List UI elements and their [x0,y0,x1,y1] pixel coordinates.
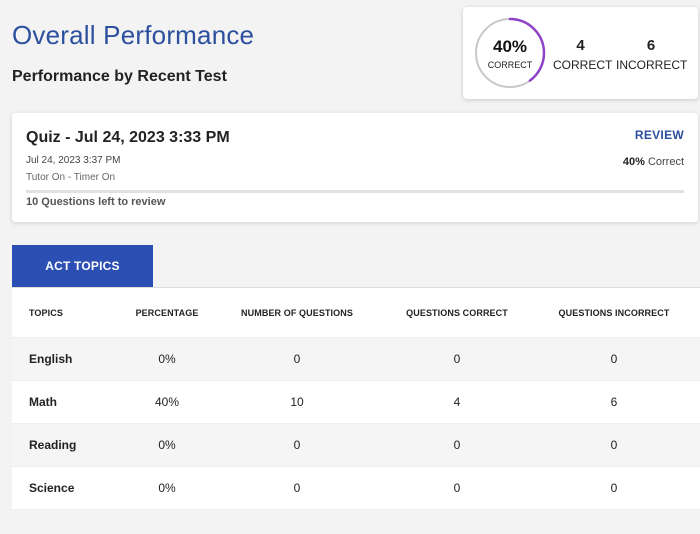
quiz-title: Quiz - Jul 24, 2023 3:33 PM [26,129,230,146]
topic-question-count: 10 [290,395,304,409]
score-ring-graphic [474,17,546,89]
topic-incorrect-count: 0 [610,481,618,495]
score-percent: 40% [492,37,528,56]
page-title: Overall Performance [12,20,255,50]
topic-correct-count: 0 [453,481,461,495]
topic-correct-count: 4 [453,395,461,409]
topics-table: TOPICS PERCENTAGE NUMBER OF QUESTIONS QU… [12,287,700,510]
quiz-date: Jul 24, 2023 3:37 PM [26,155,121,166]
table-row: Reading 0% 0 0 0 [12,424,700,467]
correct-label: CORRECT [553,58,613,72]
topic-percentage: 0% [158,352,176,366]
correct-count: 4 [576,37,585,54]
incorrect-label: INCORRECT [616,58,688,72]
score-ring: 40% CORRECT [473,16,547,90]
table-row: Science 0% 0 0 0 [12,467,700,510]
topic-percentage: 40% [154,395,180,409]
quiz-correct-summary: 40% Correct [623,156,684,168]
incorrect-stat: 6 INCORRECT [616,37,688,72]
column-header-percentage: PERCENTAGE [135,307,199,318]
questions-left-to-review: 10 Questions left to review [26,196,166,208]
column-header-topics: TOPICS [29,307,63,318]
incorrect-count: 6 [646,37,656,54]
topic-incorrect-count: 6 [610,395,618,409]
table-header-row: TOPICS PERCENTAGE NUMBER OF QUESTIONS QU… [12,288,700,338]
column-header-questions-correct: QUESTIONS CORRECT [406,307,508,318]
table-row: Math 40% 10 4 6 [12,381,700,424]
recent-quiz-card: Quiz - Jul 24, 2023 3:33 PM Jul 24, 2023… [12,113,698,222]
table-row: English 0% 0 0 0 [12,338,700,381]
score-summary-card: 40% CORRECT 4 CORRECT 6 INCORRECT [463,7,698,99]
correct-stat: 4 CORRECT [553,37,613,72]
quiz-correct-word: Correct [647,156,684,168]
topic-incorrect-count: 0 [610,352,618,366]
column-header-number-of-questions: NUMBER OF QUESTIONS [241,307,353,318]
review-button[interactable]: REVIEW [634,128,684,142]
topic-question-count: 0 [293,352,301,366]
tab-act-topics[interactable]: ACT TOPICS [12,245,153,287]
topic-name: Math [29,395,57,409]
page-subtitle: Performance by Recent Test [12,68,227,85]
topic-name: Reading [29,438,77,452]
score-percent-label: CORRECT [487,60,533,70]
quiz-correct-percent: 40% [622,156,645,168]
topic-name: English [29,352,73,366]
topic-incorrect-count: 0 [610,438,618,452]
topic-percentage: 0% [158,438,176,452]
topic-correct-count: 0 [453,352,461,366]
topic-name: Science [29,481,75,495]
review-progress-bar [26,190,684,193]
topic-percentage: 0% [158,481,176,495]
topic-correct-count: 0 [453,438,461,452]
quiz-mode: Tutor On - Timer On [26,172,116,183]
topic-question-count: 0 [293,481,301,495]
column-header-questions-incorrect: QUESTIONS INCORRECT [558,307,670,318]
topic-question-count: 0 [293,438,301,452]
